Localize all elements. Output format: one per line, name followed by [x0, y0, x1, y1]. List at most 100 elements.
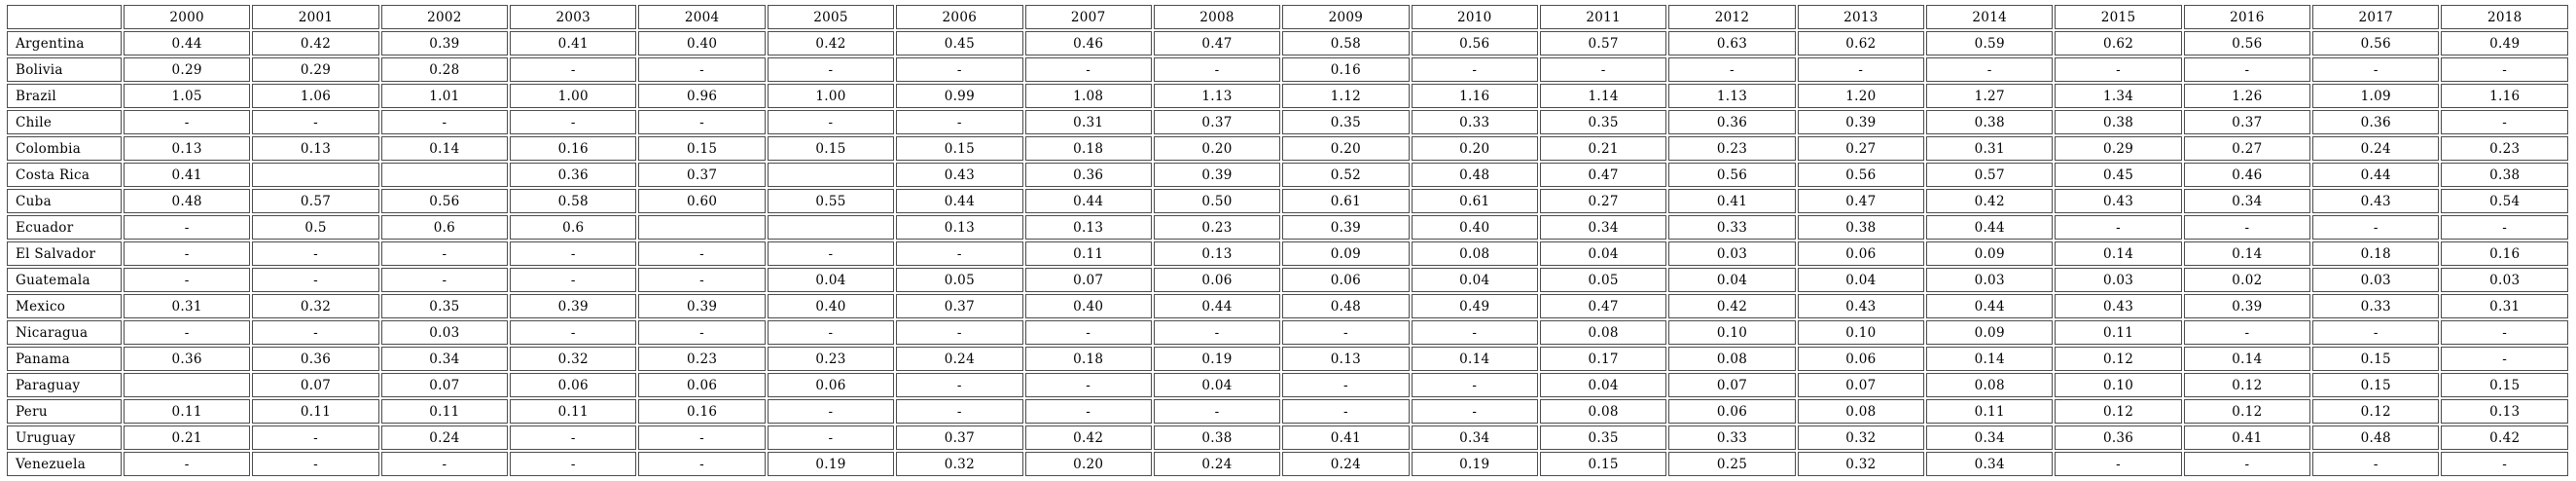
- value-cell: 0.17: [1539, 347, 1667, 371]
- value-cell: 0.62: [2055, 31, 2182, 56]
- value-cell: 0.15: [2312, 373, 2440, 397]
- value-cell: 1.13: [1153, 84, 1281, 108]
- value-cell: 0.42: [767, 31, 895, 56]
- value-cell: 0.99: [896, 84, 1023, 108]
- row-label: Uruguay: [7, 426, 122, 450]
- value-cell: 0.41: [2183, 426, 2311, 450]
- value-cell: 0.20: [1153, 136, 1281, 161]
- value-cell: 0.03: [1926, 268, 2054, 292]
- value-cell: 0.27: [2183, 136, 2311, 161]
- value-cell: 0.39: [1153, 163, 1281, 187]
- value-cell: -: [1411, 57, 1538, 82]
- value-cell: 0.34: [380, 347, 509, 371]
- value-cell: 0.09: [1926, 241, 2054, 266]
- value-cell: -: [510, 320, 637, 345]
- value-cell: 0.6: [380, 215, 509, 240]
- row-label: Chile: [7, 110, 122, 134]
- value-cell: 0.35: [380, 294, 509, 318]
- value-cell: 0.06: [638, 373, 766, 397]
- value-cell: 0.49: [1411, 294, 1538, 318]
- value-cell: -: [124, 452, 251, 476]
- value-cell: 0.08: [1926, 373, 2054, 397]
- value-cell: -: [2312, 57, 2440, 82]
- value-cell: 0.33: [2312, 294, 2440, 318]
- value-cell: 0.18: [1024, 136, 1152, 161]
- table-row: Costa Rica 0.41 0.36 0.37 0.43 0.36 0.39 0.52 0.…: [7, 163, 2568, 187]
- value-cell: 0.06: [1668, 399, 1796, 424]
- value-cell: -: [2441, 452, 2568, 476]
- value-cell: -: [767, 426, 895, 450]
- value-cell: 0.36: [2055, 426, 2182, 450]
- value-cell: 0.04: [1539, 373, 1667, 397]
- value-cell: 0.11: [380, 399, 509, 424]
- value-cell: 0.09: [1282, 241, 1410, 266]
- value-cell: 0.63: [1668, 31, 1796, 56]
- value-cell: 0.06: [1282, 268, 1410, 292]
- value-cell: -: [1282, 320, 1410, 345]
- value-cell: 0.13: [124, 136, 251, 161]
- table-row: Cuba 0.48 0.57 0.56 0.58 0.60 0.55 0.44 0.44 0.50…: [7, 189, 2568, 213]
- value-cell: 0.25: [1668, 452, 1796, 476]
- value-cell: -: [896, 110, 1023, 134]
- value-cell: 0.37: [896, 294, 1023, 318]
- table-row: Nicaragua - -0.03- - - - - - - -0.08 0.10 0.10 0.09 0…: [7, 320, 2568, 345]
- year-column-header: 2006: [896, 5, 1023, 29]
- row-label: Bolivia: [7, 57, 122, 82]
- value-cell: 0.24: [2312, 136, 2440, 161]
- value-cell: 0.48: [2312, 426, 2440, 450]
- value-cell: 0.16: [1282, 57, 1410, 82]
- value-cell: 0.12: [2312, 399, 2440, 424]
- value-cell: -: [896, 373, 1023, 397]
- table-body: Argentina 0.44 0.42 0.39 0.41 0.40 0.42 0.45 0.4…: [7, 31, 2568, 476]
- value-cell: 0.27: [1539, 189, 1667, 213]
- value-cell: 0.36: [2312, 110, 2440, 134]
- row-label: Cuba: [7, 189, 122, 213]
- value-cell: 0.56: [2183, 31, 2311, 56]
- value-cell: -: [638, 452, 766, 476]
- value-cell: -: [1668, 57, 1796, 82]
- value-cell: 0.54: [2441, 189, 2568, 213]
- value-cell: 0.61: [1411, 189, 1538, 213]
- value-cell: 0.03: [380, 320, 509, 345]
- value-cell: 0.34: [2183, 189, 2311, 213]
- value-cell: 0.46: [2183, 163, 2311, 187]
- value-cell: 0.09: [1926, 320, 2054, 345]
- value-cell: -: [896, 57, 1023, 82]
- value-cell: 0.31: [2441, 294, 2568, 318]
- value-cell: 1.34: [2055, 84, 2182, 108]
- value-cell: 0.38: [1797, 215, 1925, 240]
- value-cell: 0.18: [2312, 241, 2440, 266]
- table-row: Venezuela - - - - -0.19 0.32 0.20 0.24 0.24 0.19 0.…: [7, 452, 2568, 476]
- value-cell: 0.32: [1797, 452, 1925, 476]
- value-cell: -: [380, 241, 509, 266]
- value-cell: 0.44: [124, 31, 251, 56]
- table-row: Mexico 0.31 0.32 0.35 0.39 0.39 0.40 0.37 0.40 0.…: [7, 294, 2568, 318]
- value-cell: 1.16: [2441, 84, 2568, 108]
- value-cell: 0.39: [2183, 294, 2311, 318]
- value-cell: -: [767, 241, 895, 266]
- value-cell: 0.13: [1282, 347, 1410, 371]
- value-cell: -: [510, 452, 637, 476]
- value-cell: -: [1024, 373, 1152, 397]
- value-cell: 0.43: [2312, 189, 2440, 213]
- value-cell: -: [1153, 320, 1281, 345]
- value-cell: 0.33: [1411, 110, 1538, 134]
- value-cell: -: [252, 320, 379, 345]
- value-cell: 0.08: [1797, 399, 1925, 424]
- value-cell: 0.14: [380, 136, 509, 161]
- value-cell: 0.14: [2183, 347, 2311, 371]
- value-cell: 0.29: [2055, 136, 2182, 161]
- value-cell: 0.41: [1282, 426, 1410, 450]
- value-cell: 0.03: [2312, 268, 2440, 292]
- value-cell: 0.56: [2312, 31, 2440, 56]
- value-cell: -: [1411, 320, 1538, 345]
- value-cell: 0.05: [1539, 268, 1667, 292]
- value-cell: 0.04: [767, 268, 895, 292]
- value-cell: -: [767, 110, 895, 134]
- value-cell: -: [767, 57, 895, 82]
- year-column-header: 2003: [510, 5, 637, 29]
- year-column-header: 2002: [380, 5, 509, 29]
- value-cell: 0.48: [1411, 163, 1538, 187]
- value-cell: 0.35: [1539, 110, 1667, 134]
